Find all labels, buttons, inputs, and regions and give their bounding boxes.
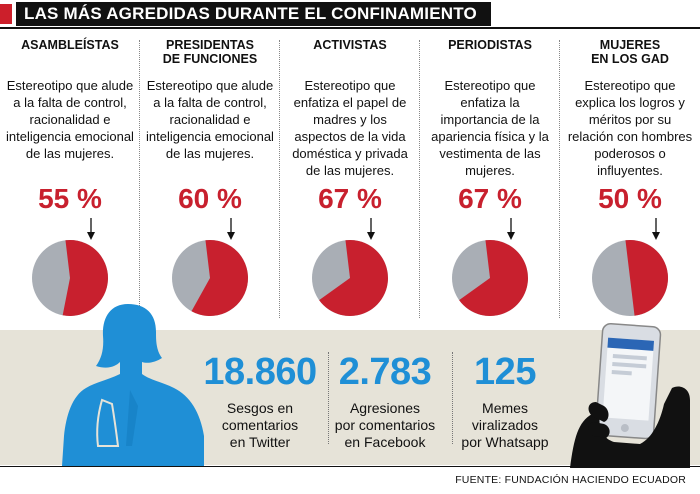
column-description: Estereotipo que enfatiza el papel de mad… (292, 78, 408, 178)
column-title-line: EN LOS GAD (591, 52, 669, 66)
stat-block: 125 Memes viralizados por Whatsapp (440, 352, 570, 451)
source-text: FUENTE: FUNDACIÓN HACIENDO ECUADOR (455, 474, 686, 486)
page-title: LAS MÁS AGREDIDAS DURANTE EL CONFINAMIEN… (16, 2, 491, 26)
stat-label: Memes viralizados por Whatsapp (440, 400, 570, 451)
pie-column: ACTIVISTAS Estereotipo que enfatiza el pa… (280, 30, 420, 330)
pie-slice-value (191, 240, 248, 316)
percentage-label: 67 % (458, 183, 522, 214)
pie-column: PRESIDENTAS DE FUNCIONES Estereotipo que a… (140, 30, 280, 330)
stat-number: 18.860 (203, 351, 317, 393)
percentage-label: 55 % (38, 183, 102, 214)
column-divider (279, 40, 280, 318)
pie-slice-value (459, 240, 528, 316)
column-description: Estereotipo que alude a la falta de cont… (146, 78, 274, 161)
woman-silhouette-icon (62, 304, 204, 466)
column-title: PERIODISTAS (420, 38, 560, 52)
column-title-line: MUJERES (599, 38, 661, 52)
source-rule (0, 466, 700, 467)
stat-label-line: Agresiones (349, 400, 421, 416)
column-description: Estereotipo que explica los logros y mér… (567, 78, 693, 178)
stat-divider (328, 352, 329, 444)
column-title: ACTIVISTAS (280, 38, 420, 52)
stat-number: 2.783 (338, 351, 432, 393)
stat-block: 18.860 Sesgos en comentarios en Twitter (195, 352, 325, 451)
column-title-line: DE FUNCIONES (162, 52, 258, 66)
arrow-down-icon (227, 218, 235, 240)
percentage-label: 60 % (178, 183, 242, 214)
arrow-down-icon (507, 218, 515, 240)
pie-slice-value (62, 240, 108, 316)
pie-column: PERIODISTAS Estereotipo que enfatiza la i… (420, 30, 560, 330)
column-divider (559, 40, 560, 318)
pie-column: MUJERES EN LOS GAD Estereotipo que explica… (560, 30, 700, 330)
column-title-line: PERIODISTAS (448, 38, 532, 52)
column-title-line: PRESIDENTAS (166, 38, 254, 52)
column-description: Estereotipo que alude a la falta de cont… (6, 78, 134, 161)
column-title: ASAMBLEÍSTAS (0, 38, 140, 52)
column-title: MUJERES EN LOS GAD (560, 38, 700, 66)
column-description: Estereotipo que enfatiza la importancia … (431, 78, 549, 178)
column-title-line: ACTIVISTAS (313, 38, 387, 52)
stat-label-line: Sesgos en (226, 400, 294, 416)
stat-label-line: Memes (482, 400, 528, 416)
pie-chart (452, 240, 528, 316)
pie-chart (32, 240, 108, 316)
arrow-down-icon (367, 218, 375, 240)
title-accent-mark (0, 4, 12, 24)
hand-holding-phone-icon (570, 323, 690, 468)
column-title: PRESIDENTAS DE FUNCIONES (140, 38, 280, 66)
stat-label-line: por comentarios (334, 417, 436, 433)
stat-label: Agresiones por comentarios en Facebook (320, 400, 450, 451)
pie-chart (312, 240, 388, 316)
column-divider (139, 40, 140, 318)
pie-chart (592, 240, 668, 316)
arrow-down-icon (652, 218, 660, 240)
column-divider (419, 40, 420, 318)
arrow-down-icon (87, 218, 95, 240)
column-title-line: ASAMBLEÍSTAS (21, 38, 119, 52)
pie-slice-value (625, 240, 668, 316)
percentage-label: 67 % (318, 183, 382, 214)
stat-label-line: en Facebook (344, 434, 426, 450)
pie-columns: ASAMBLEÍSTAS Estereotipo que alude a la f… (0, 30, 700, 330)
stat-label-line: comentarios (221, 417, 299, 433)
title-bar: LAS MÁS AGREDIDAS DURANTE EL CONFINAMIEN… (0, 0, 700, 29)
stat-number: 125 (474, 351, 536, 393)
pie-slice-value (319, 240, 388, 316)
percentage-label: 50 % (598, 183, 662, 214)
stat-divider (452, 352, 453, 444)
title-rule (0, 27, 700, 29)
pie-chart (172, 240, 248, 316)
stat-label-line: por Whatsapp (461, 434, 549, 450)
stat-label: Sesgos en comentarios en Twitter (195, 400, 325, 451)
stat-label-line: en Twitter (229, 434, 291, 450)
stat-label-line: viralizados (471, 417, 539, 433)
stat-block: 2.783 Agresiones por comentarios en Faceboo… (320, 352, 450, 451)
pie-column: ASAMBLEÍSTAS Estereotipo que alude a la f… (0, 30, 140, 330)
